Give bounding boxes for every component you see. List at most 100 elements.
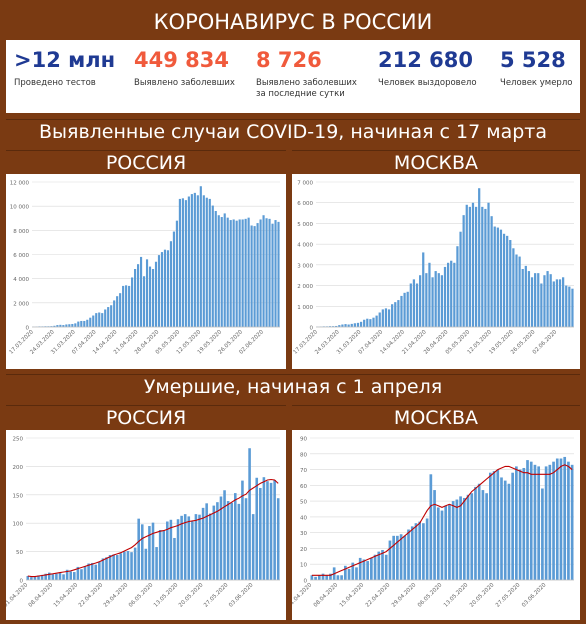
bar	[381, 550, 384, 580]
bar	[250, 225, 253, 327]
bar	[212, 505, 216, 580]
bar	[347, 324, 350, 327]
bar	[162, 530, 166, 580]
bar	[59, 324, 62, 327]
bar	[522, 467, 526, 580]
chart-russia-deaths: 0 50 100 150 200 250 01.04.2020 08.04.2020 15.04…	[3, 430, 286, 620]
bar	[407, 529, 410, 580]
y-tick-label: 12 000	[10, 181, 30, 187]
bar	[540, 283, 543, 327]
bar	[47, 572, 51, 580]
bar	[492, 471, 496, 580]
bar	[105, 557, 108, 580]
bar	[259, 487, 262, 580]
bar	[481, 490, 485, 580]
stat-label: Выявлено заболевших	[256, 78, 357, 88]
bar	[268, 218, 271, 327]
bar	[112, 554, 115, 580]
bar	[343, 565, 347, 580]
bar	[173, 537, 176, 580]
stat-value: 5 528	[500, 48, 566, 72]
bar	[166, 521, 169, 580]
y-tick-label: 90	[300, 437, 307, 443]
bar	[570, 464, 574, 580]
bar	[387, 309, 391, 327]
bar	[65, 324, 68, 327]
bar	[397, 300, 400, 327]
y-tick-label: 50	[300, 500, 307, 506]
bar	[92, 315, 95, 327]
bar	[336, 575, 340, 580]
bar	[83, 566, 87, 580]
bar	[55, 573, 58, 580]
bar	[26, 576, 30, 580]
bar	[448, 504, 451, 580]
bar	[271, 223, 274, 327]
bar	[50, 326, 53, 327]
bar	[262, 215, 265, 327]
bar	[233, 493, 237, 580]
bar	[433, 490, 436, 580]
bar	[178, 198, 181, 327]
bar	[552, 461, 555, 580]
y-tick-label: 0	[304, 579, 308, 585]
bar	[131, 277, 134, 327]
bar	[187, 516, 191, 580]
x-tick-label: 01.04.2020	[292, 582, 314, 609]
bar	[172, 231, 176, 327]
bar	[340, 575, 343, 580]
bar	[403, 535, 407, 580]
bar	[496, 469, 500, 580]
bar	[237, 503, 241, 580]
y-tick-label: 70	[300, 468, 307, 474]
bar	[73, 572, 76, 580]
bar	[355, 567, 358, 580]
y-tick-label: 8 000	[13, 229, 29, 235]
bar	[130, 552, 133, 580]
bar	[148, 266, 152, 327]
bar	[262, 477, 266, 580]
stat-value: 212 680	[378, 48, 473, 72]
x-tick-label: 01.04.2020	[6, 582, 30, 609]
trend-line	[27, 478, 279, 578]
bar	[488, 472, 492, 580]
bar	[180, 515, 183, 580]
bar	[226, 217, 229, 327]
bar	[266, 481, 269, 580]
bar	[157, 255, 161, 327]
x-tick-label: 13.05.2020	[153, 582, 180, 609]
bar	[328, 326, 332, 327]
bar	[507, 483, 511, 580]
bar	[80, 320, 83, 327]
bar	[71, 323, 74, 327]
bar	[139, 256, 143, 327]
bar	[208, 513, 212, 580]
bar	[256, 223, 259, 327]
bar	[199, 186, 202, 327]
bar	[465, 204, 468, 327]
stat-confirmed: 449 834 Выявлено заболевших	[134, 48, 235, 89]
stat-label: Проведено тестов	[14, 78, 96, 88]
bar	[238, 219, 241, 327]
x-tick-label: 15.04.2020	[53, 582, 80, 609]
bar	[568, 286, 571, 327]
x-tick-label: 13.05.2020	[443, 582, 470, 609]
bar	[440, 510, 444, 580]
x-tick-label: 27.05.2020	[495, 582, 522, 609]
bar	[137, 518, 140, 580]
x-tick-label: 20.05.2020	[178, 582, 205, 609]
bar	[571, 288, 574, 327]
bar	[248, 448, 251, 580]
y-tick-label: 50	[16, 550, 23, 556]
bar	[347, 568, 351, 580]
x-tick-label: 27.05.2020	[203, 582, 230, 609]
bar	[62, 325, 65, 327]
y-tick-label: 250	[13, 437, 24, 443]
bar	[363, 319, 366, 327]
panel-title-russia-deaths: РОССИЯ	[6, 405, 286, 430]
stat-value: 449 834	[134, 48, 229, 72]
bar	[396, 535, 399, 580]
stat-value: >12 млн	[14, 48, 116, 72]
bar	[95, 313, 98, 327]
